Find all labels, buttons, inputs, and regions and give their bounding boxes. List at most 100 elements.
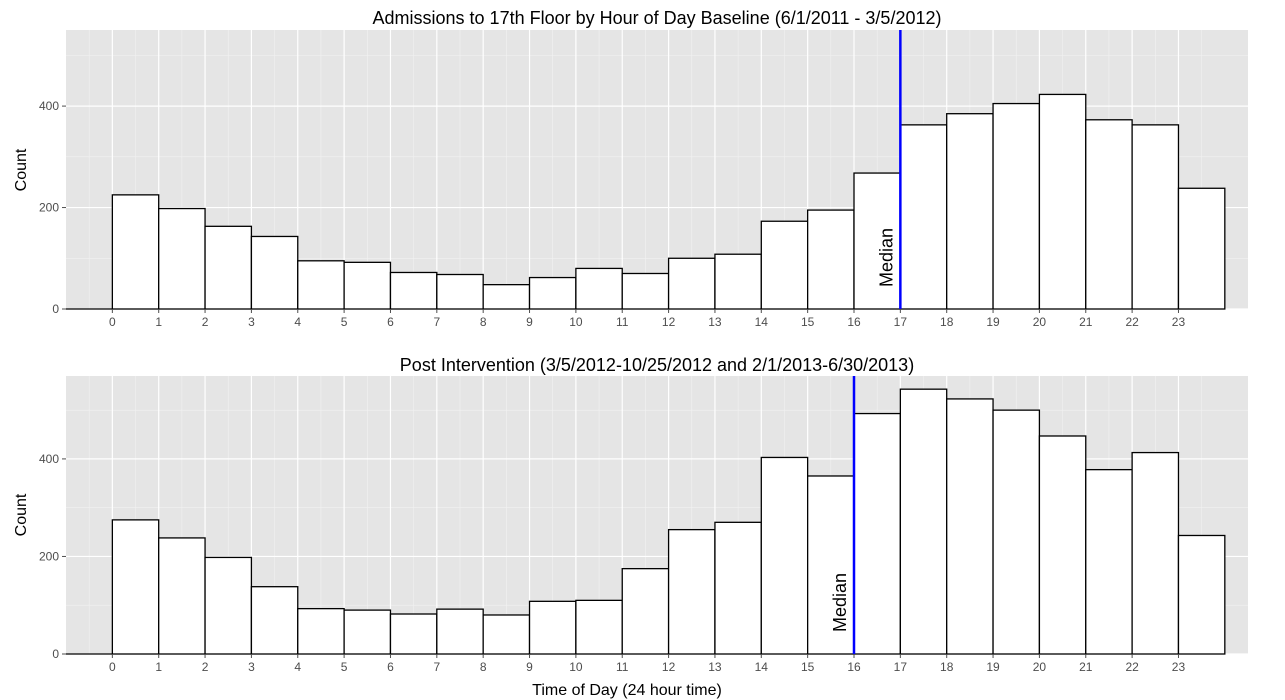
histogram-bar — [389, 613, 438, 655]
x-tick-label: 12 — [662, 315, 676, 329]
x-tick-label: 3 — [248, 315, 255, 329]
histogram-bar — [1085, 468, 1133, 655]
histogram-bar — [1038, 93, 1087, 310]
median-label: Median — [830, 573, 850, 632]
x-tick-label: 0 — [109, 315, 116, 329]
histogram-bar — [1177, 187, 1226, 310]
x-tick-label: 8 — [480, 315, 487, 329]
histogram-bar — [946, 113, 994, 310]
histogram-bar — [1085, 119, 1133, 310]
y-axis-label: Count — [13, 148, 30, 191]
x-tick-label: 18 — [940, 660, 954, 674]
histogram-bar — [899, 388, 948, 655]
y-axis-label: Count — [13, 493, 30, 536]
x-tick-label: 6 — [387, 315, 394, 329]
median-label: Median — [876, 228, 896, 287]
x-tick-label: 8 — [480, 660, 487, 674]
histogram-bar — [853, 412, 902, 655]
histogram-bar — [1038, 435, 1087, 655]
histogram-bar — [667, 257, 716, 310]
histogram-bar — [667, 528, 716, 655]
histogram-bar — [899, 124, 948, 310]
histogram-bar — [760, 456, 809, 655]
histogram-bar — [297, 260, 345, 310]
x-tick-label: 20 — [1033, 315, 1047, 329]
x-tick-label: 23 — [1172, 315, 1186, 329]
x-tick-label: 16 — [847, 660, 861, 674]
chart-title: Admissions to 17th Floor by Hour of Day … — [373, 8, 942, 28]
histogram-bar — [992, 409, 1041, 655]
x-tick-label: 7 — [433, 315, 440, 329]
x-tick-label: 1 — [155, 660, 162, 674]
x-tick-label: 20 — [1033, 660, 1047, 674]
histogram-bar — [714, 253, 762, 310]
x-tick-label: 13 — [708, 315, 722, 329]
histogram-bar — [853, 172, 902, 310]
histogram-bar — [111, 194, 160, 310]
x-tick-label: 17 — [894, 315, 908, 329]
x-tick-label: 22 — [1125, 660, 1139, 674]
x-tick-label: 15 — [801, 660, 815, 674]
histogram-bar — [528, 600, 577, 655]
x-tick-label: 5 — [341, 315, 348, 329]
histogram-bar — [158, 207, 206, 310]
histogram-bar — [250, 586, 299, 655]
y-tick-label: 200 — [39, 549, 59, 563]
histogram-bar — [343, 609, 392, 655]
x-tick-label: 19 — [986, 315, 1000, 329]
x-tick-label: 21 — [1079, 660, 1093, 674]
histogram-bar — [1131, 451, 1180, 655]
histogram-bar — [204, 225, 253, 310]
x-tick-label: 7 — [433, 660, 440, 674]
histogram-bar — [204, 556, 253, 655]
x-tick-label: 4 — [294, 315, 301, 329]
x-tick-label: 15 — [801, 315, 815, 329]
histogram-bar — [806, 209, 855, 310]
x-tick-label: 19 — [986, 660, 1000, 674]
x-tick-label: 16 — [847, 315, 861, 329]
histogram-bar — [297, 607, 345, 655]
x-tick-label: 11 — [616, 315, 629, 329]
x-tick-label: 2 — [202, 315, 209, 329]
x-tick-label: 4 — [294, 660, 301, 674]
x-tick-label: 23 — [1172, 660, 1186, 674]
x-tick-label: 3 — [248, 660, 255, 674]
histogram-bar — [482, 614, 531, 655]
y-tick-label: 200 — [39, 201, 59, 215]
y-tick-label: 0 — [52, 647, 59, 661]
y-tick-label: 400 — [39, 99, 59, 113]
histogram-bar — [621, 567, 670, 655]
histogram-bar — [343, 261, 392, 310]
histogram-bar — [1131, 124, 1180, 310]
x-tick-label: 10 — [569, 315, 583, 329]
x-tick-label: 13 — [708, 660, 722, 674]
y-tick-label: 0 — [52, 302, 59, 316]
x-tick-label: 14 — [755, 315, 769, 329]
x-tick-label: 18 — [940, 315, 954, 329]
histogram-bar — [389, 271, 438, 310]
x-tick-label: 0 — [109, 660, 116, 674]
histogram-bar — [806, 475, 855, 655]
x-tick-label: 9 — [526, 660, 533, 674]
histogram-bar — [158, 537, 206, 655]
histogram-bar — [714, 521, 762, 655]
histogram-bar — [946, 398, 994, 655]
histogram-bar — [575, 599, 623, 655]
x-tick-label: 22 — [1125, 315, 1139, 329]
histogram-bar — [528, 276, 577, 310]
x-axis-label: Time of Day (24 hour time) — [532, 682, 722, 699]
histogram-bar — [482, 284, 531, 310]
histogram-bar — [436, 273, 484, 310]
histogram-bar — [111, 519, 160, 655]
x-tick-label: 6 — [387, 660, 394, 674]
x-tick-label: 14 — [755, 660, 769, 674]
histogram-bar — [760, 220, 809, 310]
x-tick-label: 5 — [341, 660, 348, 674]
x-tick-label: 1 — [155, 315, 162, 329]
x-tick-label: 10 — [569, 660, 583, 674]
y-tick-label: 400 — [39, 452, 59, 466]
histogram-bar — [250, 235, 299, 310]
